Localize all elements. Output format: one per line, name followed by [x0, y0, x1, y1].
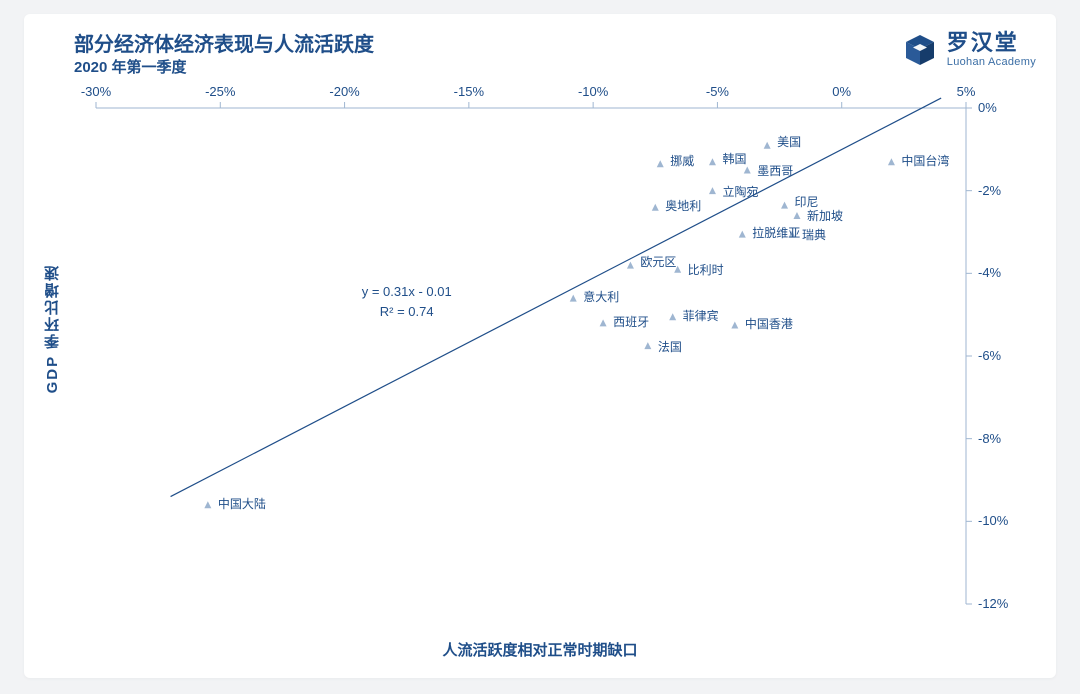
x-tick-label: -20%: [329, 84, 359, 99]
data-point-label: 美国: [777, 133, 801, 150]
data-point-label: 中国台湾: [901, 152, 949, 169]
y-tick-label: -6%: [978, 348, 1001, 363]
data-point: [764, 142, 771, 149]
data-point-label: 奥地利: [665, 197, 701, 214]
data-point-label: 菲律宾: [683, 307, 719, 324]
chart-svg: [96, 108, 966, 604]
y-tick-label: -8%: [978, 431, 1001, 446]
regression-equation: y = 0.31x - 0.01R² = 0.74: [362, 282, 452, 321]
y-tick-label: -2%: [978, 183, 1001, 198]
data-point: [600, 319, 607, 326]
data-point-label: 韩国: [722, 150, 746, 167]
data-point: [652, 204, 659, 211]
brand-cube-icon: [903, 33, 937, 67]
data-point: [888, 158, 895, 165]
data-point-label: 法国: [658, 338, 682, 355]
data-point: [204, 501, 211, 508]
data-point-label: 拉脱维亚: [752, 224, 800, 241]
x-tick-label: -10%: [578, 84, 608, 99]
data-point: [744, 167, 751, 174]
data-point: [644, 342, 651, 349]
data-point-label: 立陶宛: [722, 183, 758, 200]
brand-name-cn: 罗汉堂: [947, 32, 1036, 54]
data-point: [739, 231, 746, 238]
data-point-label: 新加坡: [807, 207, 843, 224]
data-point: [709, 187, 716, 194]
x-tick-label: -25%: [205, 84, 235, 99]
brand-text: 罗汉堂 Luohan Academy: [947, 32, 1036, 68]
y-axis-label: GDP 季环比增速: [42, 264, 63, 393]
data-point: [731, 322, 738, 329]
x-tick-label: -5%: [706, 84, 729, 99]
brand-logo: 罗汉堂 Luohan Academy: [903, 32, 1036, 68]
chart-title: 部分经济体经济表现与人流活跃度: [74, 28, 374, 57]
data-point: [793, 212, 800, 219]
data-point-label: 中国大陆: [218, 495, 266, 512]
data-point: [669, 313, 676, 320]
y-tick-label: -4%: [978, 265, 1001, 280]
regression-line: [171, 98, 942, 496]
data-point-label: 挪威: [670, 152, 694, 169]
data-point-label: 瑞典: [802, 226, 826, 243]
y-tick-label: 0%: [978, 100, 997, 115]
x-tick-label: -15%: [454, 84, 484, 99]
chart-subtitle: 2020 年第一季度: [74, 56, 187, 77]
data-point-label: 欧元区: [640, 253, 676, 270]
brand-name-en: Luohan Academy: [947, 56, 1036, 68]
data-point-label: 意大利: [583, 288, 619, 305]
x-tick-label: 0%: [832, 84, 851, 99]
data-point: [627, 262, 634, 269]
chart-card: 部分经济体经济表现与人流活跃度 2020 年第一季度 罗汉堂 Luohan Ac…: [24, 14, 1056, 678]
data-point-label: 比利时: [688, 261, 724, 278]
x-tick-label: 5%: [957, 84, 976, 99]
data-point: [570, 295, 577, 302]
scatter-chart: -30%-25%-20%-15%-10%-5%0%5%0%-2%-4%-6%-8…: [96, 108, 966, 604]
data-point-label: 墨西哥: [757, 162, 793, 179]
data-point-label: 中国香港: [745, 315, 793, 332]
x-axis-label: 人流活跃度相对正常时期缺口: [442, 639, 637, 660]
data-point-label: 西班牙: [613, 313, 649, 330]
data-point: [657, 160, 664, 167]
x-tick-label: -30%: [81, 84, 111, 99]
data-point: [781, 202, 788, 209]
y-tick-label: -10%: [978, 513, 1008, 528]
data-point: [709, 158, 716, 165]
y-tick-label: -12%: [978, 596, 1008, 611]
